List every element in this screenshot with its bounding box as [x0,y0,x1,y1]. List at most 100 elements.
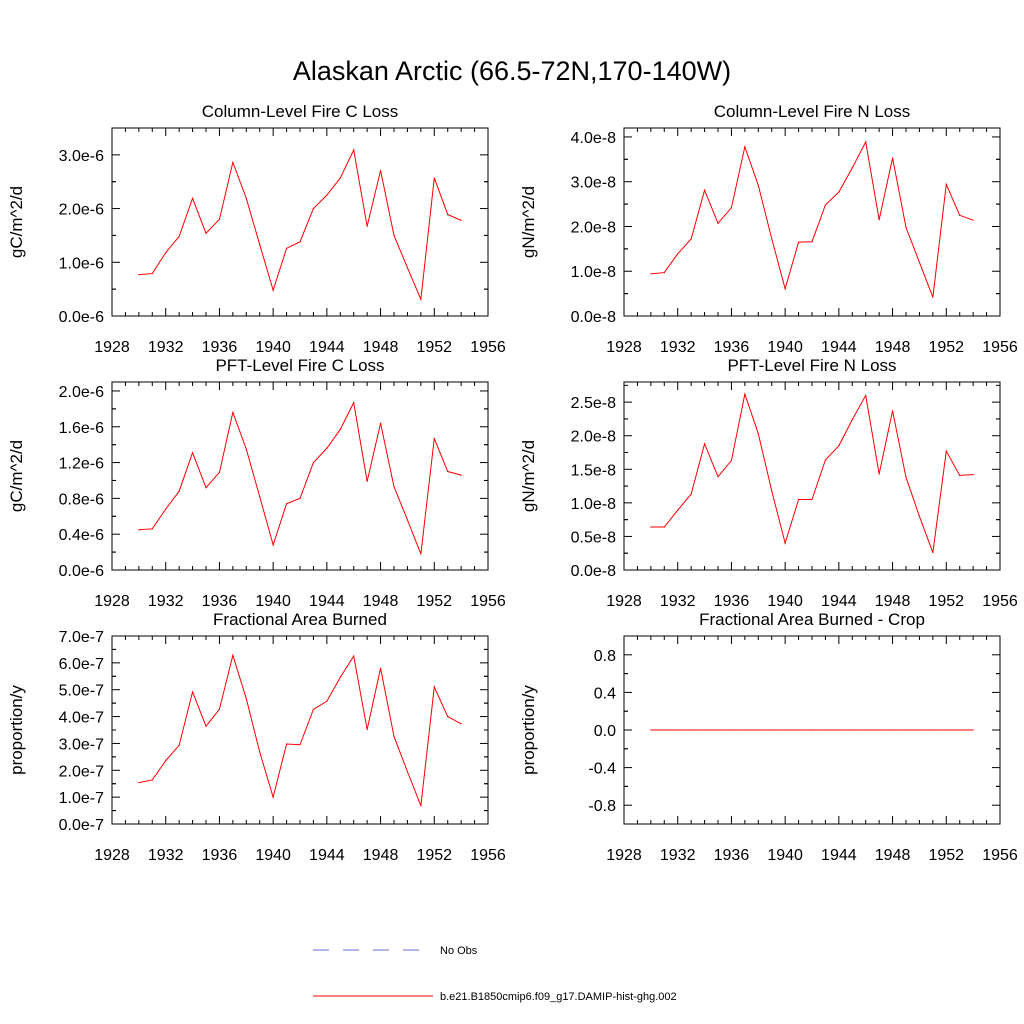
plot-frame [623,381,1001,571]
data-point [232,654,234,656]
data-point [891,410,894,412]
plot-frame [111,381,489,571]
y-tick-label: 1.2e-6 [59,456,104,473]
y-tick-label: 3.0e-6 [59,148,104,165]
data-point [420,805,422,807]
y-tick-label: 6.0e-7 [59,656,104,673]
data-point [851,167,853,169]
data-point [272,796,274,798]
data-point [717,476,719,478]
x-tick-label: 1936 [714,593,750,610]
x-tick-label: 1928 [94,339,130,356]
data-point [771,729,773,731]
x-tick-label: 1928 [606,847,642,864]
y-axis-label: gN/m^2/d [519,440,538,512]
data-point [191,691,194,693]
x-tick-label: 1956 [982,339,1018,356]
y-tick-label: 0.4e-6 [59,527,104,544]
y-axis-label: proportion/y [7,685,26,775]
data-point [205,487,207,489]
x-tick-label: 1952 [928,339,964,356]
chart-panel: 1928 1932 1936 1940 1944 1948 1952 1956 0.0e-8 0.… [519,356,1018,610]
data-point [650,729,652,731]
data-point [972,729,974,731]
data-point [945,450,947,452]
y-tick-label: 1.6e-6 [59,420,104,437]
data-point [824,459,827,461]
data-point [959,729,961,731]
data-point [717,729,719,731]
data-point [959,474,961,476]
data-point [312,461,315,464]
data-point [905,476,907,478]
data-point [447,213,449,216]
y-tick-label: 2.0e-8 [571,219,616,236]
data-point [905,729,907,731]
y-tick-label: 3.0e-7 [59,736,104,753]
x-tick-label: 1952 [416,339,452,356]
data-point [784,542,786,544]
data-point [433,437,435,439]
data-point [677,729,679,731]
data-point [932,296,934,298]
data-point [905,226,907,228]
data-point [205,232,207,234]
y-tick-label: 0.4 [594,685,616,702]
series-line [138,400,462,555]
data-point [784,729,786,731]
data-point [771,490,773,492]
data-point [878,219,880,221]
x-tick-label: 1944 [821,847,857,864]
data-point [650,273,652,275]
data-point [690,238,692,240]
data-point [677,509,679,511]
x-tick-label: 1936 [202,339,238,356]
legend-label-no-obs: No Obs [440,945,478,957]
data-point [703,189,706,191]
chart-panel: 1928 1932 1936 1940 1944 1948 1952 1956 0.0e-6 1.… [7,102,506,356]
data-point [205,725,207,727]
y-tick-label: 7.0e-7 [59,629,104,646]
data-point [771,237,773,240]
x-tick-label: 1936 [714,847,750,864]
data-point [285,247,288,249]
data-point [232,161,234,163]
data-point [797,729,800,731]
data-point [406,267,409,269]
data-point [663,271,665,274]
x-tick-label: 1956 [982,847,1018,864]
x-tick-label: 1932 [660,847,696,864]
data-point [650,526,652,528]
data-point [272,544,274,546]
data-point [151,272,153,275]
x-tick-label: 1928 [606,593,642,610]
x-tick-label: 1936 [202,593,238,610]
data-point [690,493,692,495]
x-tick-label: 1932 [148,847,184,864]
data-point [312,207,315,210]
data-point [353,655,355,657]
data-point [744,393,746,395]
y-tick-label: 2.0e-7 [59,763,104,780]
data-point [945,183,947,185]
data-point [784,288,786,290]
data-point [878,729,880,731]
y-axis-label: gC/m^2/d [7,186,26,258]
x-tick-label: 1944 [309,339,345,356]
data-point [690,729,692,731]
y-tick-label: 1.0e-6 [59,255,104,272]
y-tick-label: 0.0e-7 [59,817,104,834]
y-tick-label: 3.0e-8 [571,175,616,192]
legend: No Obs b.e21.B1850cmip6.f09_g17.DAMIP-hi… [313,945,677,1003]
data-point [420,298,422,300]
x-tick-label: 1948 [875,339,911,356]
data-point [460,474,462,476]
data-point [757,729,759,731]
panels: 1928 1932 1936 1940 1944 1948 1952 1956 0.0e-6 1.… [7,102,1018,864]
data-point [379,169,382,172]
data-point [151,779,153,781]
data-point [797,241,800,243]
data-point [178,744,180,746]
y-tick-label: -0.4 [588,761,616,778]
x-tick-label: 1936 [202,847,238,864]
